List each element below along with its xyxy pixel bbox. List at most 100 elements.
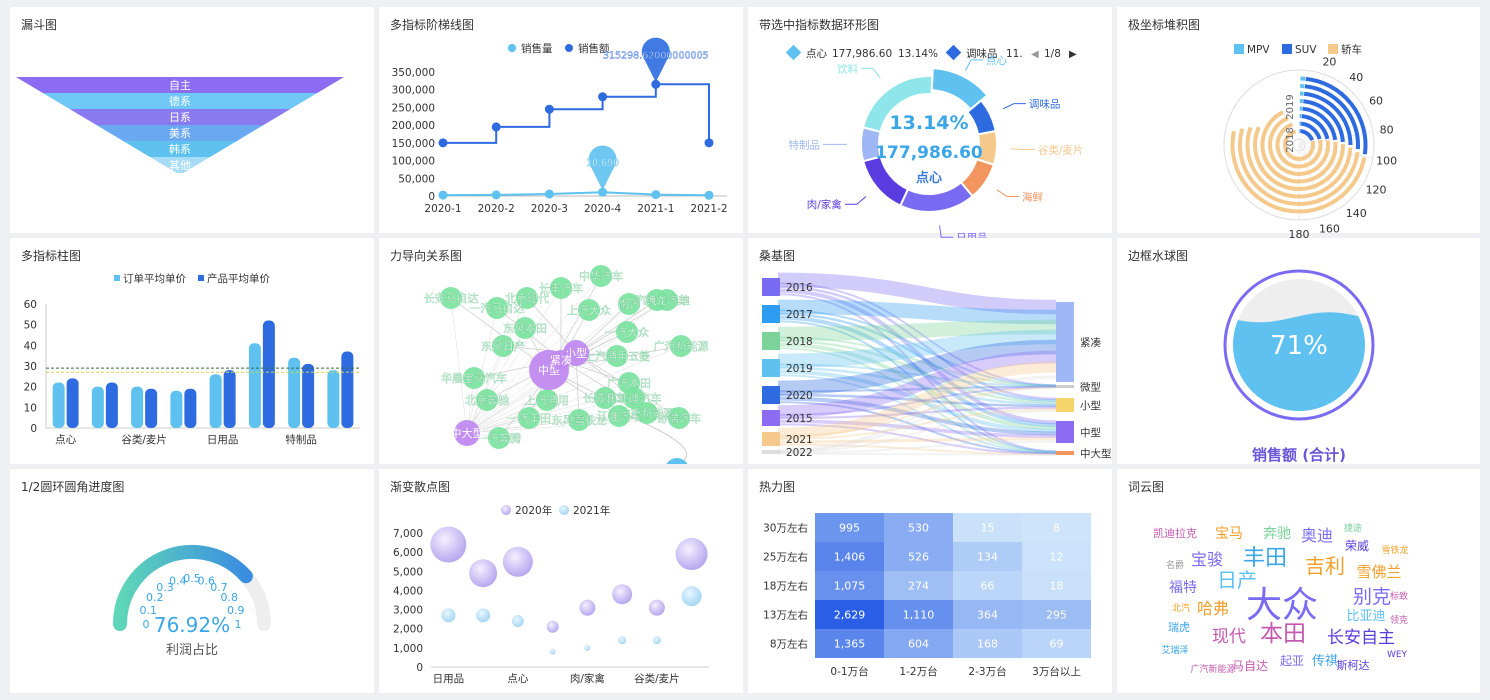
word: 宝骏	[1191, 550, 1223, 569]
sedan-arc	[1268, 116, 1330, 176]
bar	[327, 370, 340, 428]
heat-cell	[884, 600, 953, 629]
heat-cell	[953, 629, 1022, 658]
word: 奥迪	[1301, 526, 1333, 545]
sankey-node-right	[1056, 385, 1074, 388]
sedan-arc	[1275, 122, 1323, 169]
sankey-link	[777, 350, 1057, 418]
label-line	[965, 59, 983, 71]
y-tick-label: 50	[24, 320, 37, 332]
graph-node-label: 一汽奔腾	[477, 431, 521, 445]
y-tick-label: 5,000	[393, 566, 423, 578]
graph-link	[466, 327, 526, 434]
heat-cell	[815, 629, 884, 658]
graph-node-label: 北京新能源	[620, 406, 675, 420]
y-tick-label: 1,000	[393, 643, 423, 655]
slice-label: 饮料	[837, 62, 858, 75]
sankey-node-label: 2017	[786, 309, 813, 321]
sankey-link	[777, 363, 1057, 388]
graph-node	[590, 265, 612, 287]
sankey-link	[777, 339, 1057, 404]
x-tick-label: 日用品	[207, 434, 239, 446]
word: 哈弗	[1197, 599, 1229, 618]
funnel-title: 漏斗图	[21, 18, 58, 32]
bubble	[618, 636, 627, 645]
heat-cell-value: 69	[1050, 638, 1064, 651]
row-label: 8万左右	[770, 638, 808, 651]
legend-marker	[508, 44, 516, 52]
word: 荣威	[1345, 539, 1369, 553]
sankey-link	[777, 396, 1057, 436]
center-value: 177,986.60	[875, 143, 983, 163]
word: 艾瑞泽	[1161, 644, 1188, 656]
x-tick-label: 2020-4	[584, 203, 622, 215]
sankey-link	[777, 282, 1057, 387]
funnel-stage	[149, 157, 211, 173]
bubble	[584, 644, 591, 651]
heat-cell	[815, 513, 884, 542]
col-label: 2-3万台	[968, 665, 1006, 678]
graph-node-label: 东风雪铁龙	[552, 414, 607, 427]
label-line	[996, 189, 1019, 198]
liquid-value: 71%	[1270, 331, 1328, 361]
radius-label: 2018	[1285, 127, 1296, 152]
sankey-card: 桑基图 2016 2017 2018 2019 2020 2015 2021 2022 紧凑 微型…	[748, 238, 1112, 464]
angle-tick-label: 120	[1366, 184, 1387, 197]
bar	[170, 390, 183, 428]
legend-label: SUV	[1295, 44, 1317, 56]
word: 现代	[1212, 627, 1246, 647]
liquid-label: 销售额 (合计)	[1252, 446, 1346, 464]
suv-arc	[1301, 114, 1330, 140]
heat-cell	[953, 600, 1022, 629]
graph-node	[550, 277, 572, 299]
heat-cell	[884, 629, 953, 658]
sankey-node-right	[1056, 302, 1074, 382]
word: 别克	[1353, 586, 1391, 608]
word: 吉利	[1305, 554, 1345, 578]
gauge-tick-label: 1	[235, 618, 242, 631]
bubble	[430, 526, 467, 563]
row-label: 13万左右	[763, 609, 808, 622]
sankey-node-label: 中型	[1080, 426, 1101, 439]
bubble	[681, 586, 702, 607]
slice-label: 点心	[986, 55, 1007, 67]
funnel-stage-label: 美系	[169, 127, 191, 140]
graph-node-label: 华晨宝马汽车	[441, 371, 507, 385]
word: 雪佛兰	[1356, 563, 1401, 581]
data-point	[438, 190, 448, 200]
y-tick-label: 2,000	[393, 624, 423, 636]
graph-node-label: 一汽丰田	[507, 411, 551, 425]
word: 宝马	[1215, 526, 1243, 542]
heat-cell-value: 1,365	[834, 638, 866, 651]
y-tick-label: 200,000	[392, 120, 435, 132]
graph-node-label: 南汽	[618, 297, 640, 311]
graph-node-label: 神龙汽车	[645, 293, 689, 307]
legend-marker	[559, 505, 569, 515]
scatter-card: 渐变散点图 2020年 2021年 7,000 6,000 5,000 4,000 3,00…	[379, 469, 743, 693]
force-title: 力导向关系图	[390, 249, 463, 263]
sankey-node-label: 2018	[786, 336, 813, 348]
graph-node-label: 东风日产	[481, 339, 525, 353]
gauge-value: 76.92%	[154, 613, 230, 637]
label-line	[861, 67, 881, 79]
sankey-link	[777, 386, 1057, 453]
sankey-node-left	[762, 386, 780, 404]
funnel-stage-label: 日系	[169, 111, 191, 124]
sankey-node-left	[762, 450, 780, 454]
gauge-chart: 00.10.20.30.40.50.60.70.80.91 76.92% 利润占比	[113, 545, 271, 658]
word: 大众	[1246, 585, 1318, 626]
gauge-tick-label: 0.5	[183, 572, 201, 585]
graph-node	[618, 293, 640, 315]
word: 广汽新能源	[1190, 663, 1235, 675]
heat-cell	[953, 513, 1022, 542]
legend-marker	[1328, 44, 1338, 54]
step-line-title: 多指标阶梯线图	[390, 18, 475, 32]
x-tick-label: 特制品	[285, 433, 317, 446]
gauge-tick-label: 0.2	[146, 591, 164, 604]
y-tick-label: 20	[24, 382, 37, 394]
y-tick-label: 10	[24, 402, 37, 414]
polar-title: 极坐标堆积图	[1128, 18, 1201, 32]
graph-node	[568, 409, 590, 431]
legend-marker	[1282, 44, 1292, 54]
